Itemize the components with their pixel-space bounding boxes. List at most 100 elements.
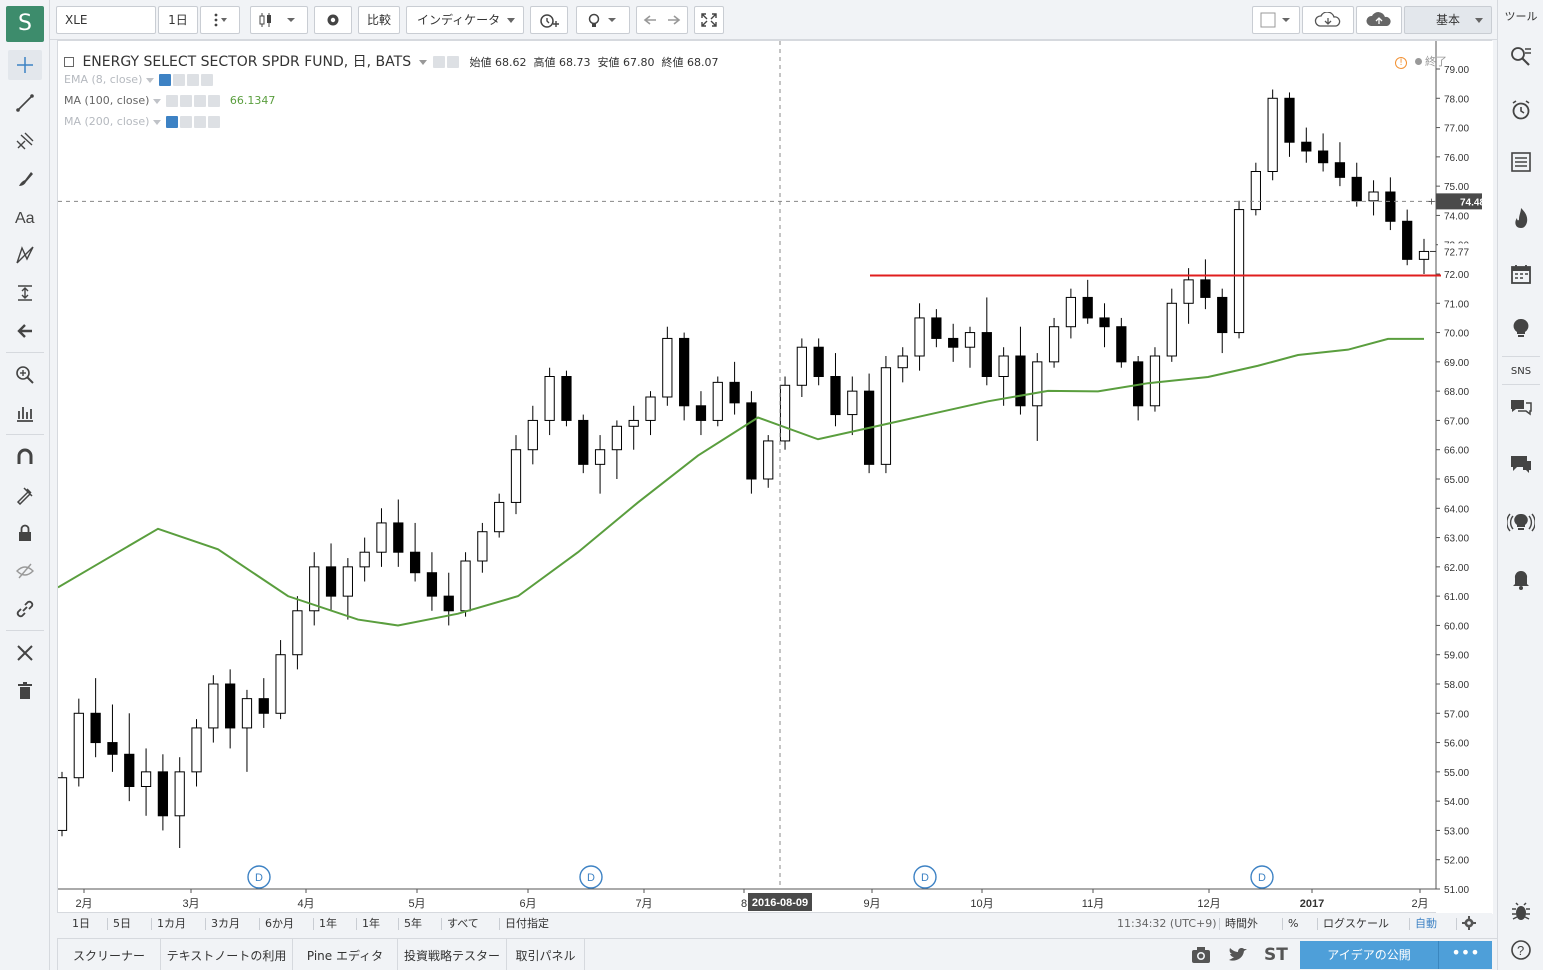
tab-strategy-tester[interactable]: 投資戦略テスター	[398, 939, 507, 970]
hide-drawings-icon[interactable]	[8, 556, 42, 586]
link-icon[interactable]	[8, 594, 42, 624]
help-icon[interactable]: ?	[1504, 934, 1538, 966]
calendar-icon[interactable]	[1504, 258, 1538, 290]
more-icon[interactable]	[194, 116, 207, 128]
ideas-bulb-icon[interactable]	[1504, 312, 1538, 344]
session-toggle[interactable]: 時間外	[1219, 917, 1258, 930]
percent-toggle[interactable]: %	[1281, 917, 1299, 930]
back-arrow-icon[interactable]	[8, 316, 42, 346]
publish-idea-button[interactable]: アイデアの公開	[1300, 941, 1438, 969]
legend-format-icon[interactable]	[447, 56, 459, 68]
settings-icon[interactable]	[180, 95, 193, 107]
eye-icon[interactable]	[166, 116, 179, 128]
stay-in-drawing-icon[interactable]	[8, 480, 42, 510]
ideas-button[interactable]	[576, 6, 630, 34]
broadcast-icon[interactable]	[1504, 506, 1538, 538]
layout-menu-button[interactable]: 基本	[1404, 6, 1492, 34]
pattern-tool-icon[interactable]	[8, 240, 42, 270]
price-tick-label: 70.00	[1444, 329, 1469, 340]
remove-icon[interactable]	[201, 74, 214, 86]
tab-screener[interactable]: スクリーナー	[57, 939, 161, 970]
trash-icon[interactable]	[8, 676, 42, 706]
tools-label[interactable]: ツール	[1504, 10, 1538, 23]
tools-settings-icon[interactable]	[8, 638, 42, 668]
alarm-clock-icon[interactable]	[1504, 94, 1538, 126]
tab-text-notes[interactable]: テキストノートの利用	[161, 939, 293, 970]
app-logo[interactable]: S	[6, 6, 44, 42]
zoom-tool-icon[interactable]	[8, 360, 42, 390]
range-1d[interactable]: 1日	[72, 917, 90, 930]
streams-icon[interactable]	[1504, 448, 1538, 480]
text-tool-icon[interactable]: Aa	[8, 202, 42, 232]
more-icon[interactable]	[194, 95, 207, 107]
pitchfork-tool-icon[interactable]	[8, 126, 42, 156]
lock-icon[interactable]	[8, 518, 42, 548]
settings-icon[interactable]	[180, 116, 193, 128]
indicator-ma100-legend[interactable]: MA (100, close) 66.1347	[64, 94, 276, 107]
range-1y[interactable]: 1年	[356, 917, 380, 930]
brush-tool-icon[interactable]	[8, 164, 42, 194]
candle-body	[964, 332, 976, 348]
crosshair-tool-icon[interactable]	[8, 50, 42, 80]
compare-button[interactable]: 比較	[358, 6, 400, 34]
collapse-legend-icon[interactable]	[64, 57, 74, 67]
tab-trading-panel[interactable]: 取引パネル	[507, 939, 585, 970]
save-layout-cloud-icon[interactable]	[1356, 6, 1402, 34]
measure-tool-icon[interactable]	[8, 278, 42, 308]
remove-icon[interactable]	[208, 116, 221, 128]
crosshair-price-box	[1436, 193, 1482, 210]
range-6m[interactable]: 6か月	[259, 917, 294, 930]
eye-icon[interactable]	[159, 74, 172, 86]
candle-body	[191, 727, 202, 773]
alert-icon[interactable]	[530, 6, 568, 34]
add-alert-plus-icon: +	[1428, 194, 1435, 208]
legend-settings-icon[interactable]	[433, 56, 445, 68]
tab-pine-editor[interactable]: Pine エディタ	[293, 939, 398, 970]
interval-button[interactable]: 1日	[158, 6, 198, 34]
auto-scale-toggle[interactable]: 自動	[1409, 917, 1437, 930]
range-all[interactable]: すべて	[441, 917, 479, 930]
notifications-bell-icon[interactable]	[1504, 564, 1538, 596]
fullscreen-icon[interactable]	[694, 6, 724, 34]
log-scale-toggle[interactable]: ログスケール	[1317, 917, 1389, 930]
symbol-search-input[interactable]: XLE	[56, 6, 156, 34]
range-1m[interactable]: 1カ月	[151, 917, 186, 930]
eye-icon[interactable]	[166, 95, 179, 107]
range-ytd[interactable]: 1年	[313, 917, 337, 930]
more-icon[interactable]	[187, 74, 200, 86]
chart-pane[interactable]: 79.0078.0077.0076.0075.0074.0073.0072.00…	[57, 40, 1493, 914]
range-date[interactable]: 日付指定	[499, 917, 549, 930]
watchlist-icon[interactable]	[1504, 40, 1538, 72]
indicator-ma200-legend[interactable]: MA (200, close)	[64, 115, 221, 128]
range-5y[interactable]: 5年	[398, 917, 422, 930]
load-layout-cloud-icon[interactable]	[1302, 6, 1354, 34]
undo-redo-buttons[interactable]	[636, 6, 688, 34]
range-settings-icon[interactable]	[1456, 916, 1476, 932]
chart-settings-button[interactable]	[314, 6, 352, 34]
chart-type-button[interactable]	[250, 6, 308, 34]
trend-line-tool-icon[interactable]	[8, 88, 42, 118]
hotlist-flame-icon[interactable]	[1504, 202, 1538, 234]
magnet-icon[interactable]	[8, 442, 42, 472]
alert-info-icon[interactable]: !	[1395, 57, 1407, 69]
bug-report-icon[interactable]	[1504, 896, 1538, 928]
range-3m[interactable]: 3カ月	[205, 917, 240, 930]
chat-icon[interactable]	[1504, 392, 1538, 424]
interval-dropdown-button[interactable]	[200, 6, 240, 34]
twitter-icon[interactable]	[1227, 945, 1249, 969]
candle-body	[325, 566, 337, 597]
camera-icon[interactable]	[1190, 945, 1212, 969]
indicator-ema-legend[interactable]: EMA (8, close)	[64, 73, 214, 86]
publish-more-button[interactable]: •••	[1438, 941, 1492, 969]
price-chart-svg[interactable]: 79.0078.0077.0076.0075.0074.0073.0072.00…	[58, 41, 1493, 914]
settings-icon[interactable]	[173, 74, 186, 86]
sns-label[interactable]: SNS	[1510, 366, 1532, 377]
indicators-button[interactable]: インディケータ	[406, 6, 524, 34]
range-5d[interactable]: 5日	[107, 917, 131, 930]
candle-body	[981, 332, 992, 378]
bar-replay-icon[interactable]	[8, 398, 42, 428]
stocktwits-button[interactable]: ST	[1264, 945, 1288, 965]
data-window-icon[interactable]	[1504, 146, 1538, 178]
remove-icon[interactable]	[208, 95, 221, 107]
color-theme-button[interactable]	[1252, 6, 1300, 34]
